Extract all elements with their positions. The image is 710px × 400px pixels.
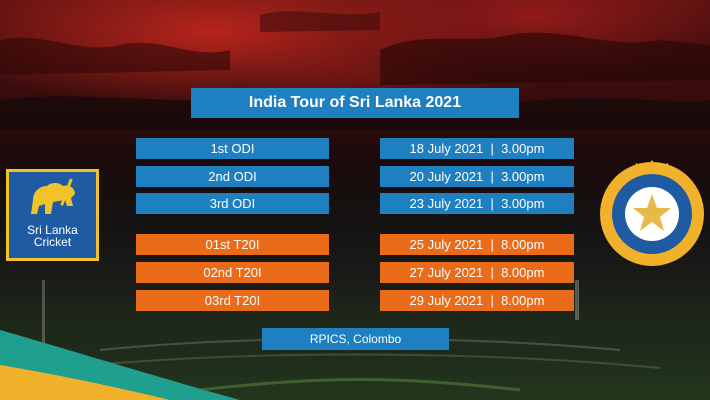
decorative-wedge: [0, 330, 240, 400]
match-label: 01st T20I: [136, 234, 329, 255]
stadium-silhouette: [0, 280, 710, 400]
tour-title: India Tour of Sri Lanka 2021: [191, 88, 519, 118]
match-schedule: 23 July 2021 | 3.00pm: [380, 193, 574, 214]
match-schedule: 18 July 2021 | 3.00pm: [380, 138, 574, 159]
match-schedule: 29 July 2021 | 8.00pm: [380, 290, 574, 311]
match-schedule: 25 July 2021 | 8.00pm: [380, 234, 574, 255]
venue-label: RPICS, Colombo: [262, 328, 449, 350]
match-label: 1st ODI: [136, 138, 329, 159]
match-label: 3rd ODI: [136, 193, 329, 214]
logo-text-line1: Sri Lanka: [27, 223, 78, 237]
match-label: 02nd T20I: [136, 262, 329, 283]
sri-lanka-cricket-logo: Sri Lanka Cricket: [6, 169, 99, 261]
match-schedule: 27 July 2021 | 8.00pm: [380, 262, 574, 283]
match-label: 2nd ODI: [136, 166, 329, 187]
lion-icon: [31, 178, 75, 214]
bcci-emblem-icon: [600, 160, 704, 266]
logo-text-line2: Cricket: [33, 235, 72, 249]
match-label: 03rd T20I: [136, 290, 329, 311]
match-schedule: 20 July 2021 | 3.00pm: [380, 166, 574, 187]
